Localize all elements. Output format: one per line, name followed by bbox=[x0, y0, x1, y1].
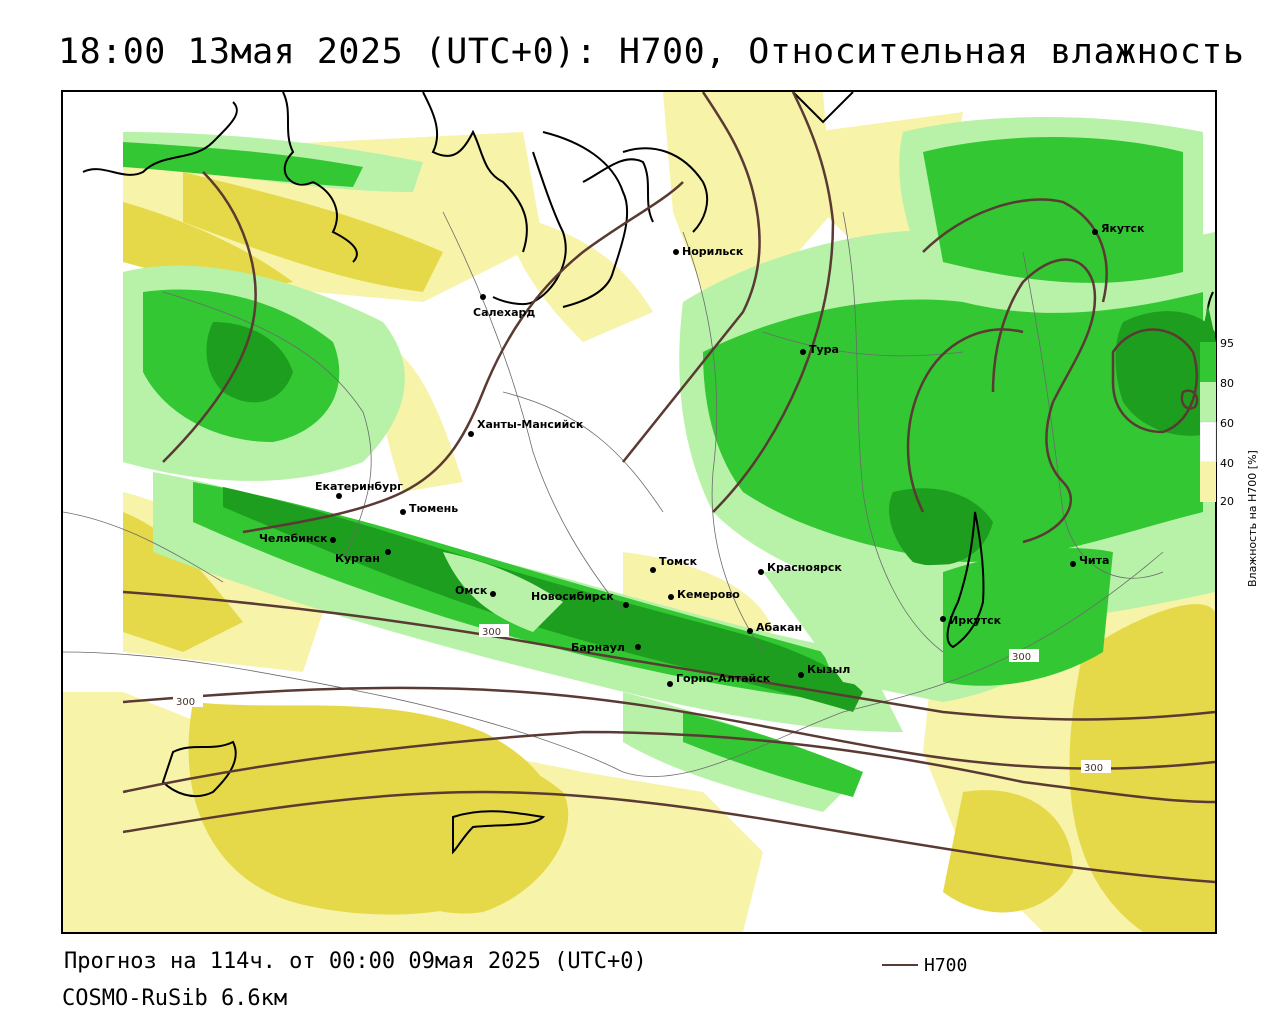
humidity-map-svg: 300 300 300 300 Норильск Якутск Салехард… bbox=[63, 92, 1215, 932]
map-title: 18:00 13мая 2025 (UTC+0): H700, Относите… bbox=[58, 32, 1245, 72]
city-chelyabinsk[interactable]: Челябинск bbox=[259, 532, 336, 545]
city-krasnoyarsk[interactable]: Красноярск bbox=[758, 561, 842, 575]
svg-text:Якутск: Якутск bbox=[1101, 222, 1145, 235]
city-kyzyl[interactable]: Кызыл bbox=[798, 663, 850, 678]
city-kemerovo[interactable]: Кемерово bbox=[668, 588, 740, 601]
city-abakan[interactable]: Абакан bbox=[747, 621, 802, 634]
svg-text:Екатеринбург: Екатеринбург bbox=[315, 480, 403, 493]
iso-label-1: 300 bbox=[176, 697, 195, 708]
legend-tick-80: 80 bbox=[1220, 377, 1234, 390]
contour-legend-label: H700 bbox=[924, 954, 968, 976]
city-chita[interactable]: Чита bbox=[1070, 554, 1109, 567]
svg-text:Иркутск: Иркутск bbox=[949, 614, 1002, 627]
svg-text:Салехард: Салехард bbox=[473, 306, 535, 319]
svg-text:Челябинск: Челябинск bbox=[259, 532, 328, 545]
city-novosibirsk[interactable]: Новосибирск bbox=[531, 590, 629, 608]
legend-tick-60: 60 bbox=[1220, 417, 1234, 430]
city-barnaul[interactable]: Барнаул bbox=[571, 641, 641, 654]
legend-swatch-40-60 bbox=[1199, 421, 1217, 463]
iso-label-4: 300 bbox=[1084, 763, 1103, 774]
iso-label-2: 300 bbox=[482, 627, 501, 638]
city-omsk[interactable]: Омск bbox=[455, 584, 496, 597]
iso-label-3: 300 bbox=[1012, 652, 1031, 663]
cities: Норильск Якутск Салехард Тура Ханты-Манс… bbox=[259, 222, 1145, 687]
humidity-legend: 95 80 60 40 20 Влажность на H700 [%] bbox=[1199, 305, 1280, 605]
contour-line-sample bbox=[882, 964, 918, 966]
city-tomsk[interactable]: Томск bbox=[650, 555, 698, 573]
city-norilsk[interactable]: Норильск bbox=[673, 245, 744, 258]
legend-swatch-60-80 bbox=[1200, 382, 1216, 422]
contour-legend: H700 bbox=[882, 953, 967, 977]
model-name: COSMO-RuSib 6.6км bbox=[62, 986, 288, 1011]
city-tyumen[interactable]: Тюмень bbox=[400, 502, 458, 515]
svg-text:Тура: Тура bbox=[809, 343, 839, 356]
legend-swatch-80-95 bbox=[1200, 342, 1216, 382]
city-khanty-mansiysk[interactable]: Ханты-Мансийск bbox=[468, 418, 584, 437]
city-gorno-altaysk[interactable]: Горно-Алтайск bbox=[667, 672, 771, 687]
admin-borders bbox=[63, 211, 1164, 777]
legend-tick-20: 20 bbox=[1220, 495, 1234, 508]
legend-title: Влажность на H700 [%] bbox=[1246, 450, 1259, 587]
svg-text:Тюмень: Тюмень bbox=[409, 502, 458, 515]
svg-text:Горно-Алтайск: Горно-Алтайск bbox=[676, 672, 771, 685]
city-yakutsk[interactable]: Якутск bbox=[1092, 222, 1145, 235]
city-tura[interactable]: Тура bbox=[800, 343, 839, 356]
svg-text:Норильск: Норильск bbox=[682, 245, 744, 258]
svg-text:Кемерово: Кемерово bbox=[677, 588, 740, 601]
humidity-legend-svg: 95 80 60 40 20 Влажность на H700 [%] bbox=[1199, 305, 1259, 587]
legend-tick-95: 95 bbox=[1220, 337, 1234, 350]
city-yekaterinburg[interactable]: Екатеринбург bbox=[315, 480, 403, 499]
city-irkutsk[interactable]: Иркутск bbox=[940, 614, 1002, 627]
isohypse-labels: 300 300 300 300 bbox=[173, 624, 1111, 774]
legend-arrow bbox=[1200, 305, 1216, 342]
dry-areas bbox=[63, 92, 1215, 932]
svg-text:Курган: Курган bbox=[335, 552, 380, 565]
humidity-map: 300 300 300 300 Норильск Якутск Салехард… bbox=[61, 90, 1217, 934]
svg-text:Омск: Омск bbox=[455, 584, 488, 597]
legend-swatch-20-40 bbox=[1200, 462, 1216, 502]
forecast-info: Прогноз на 114ч. от 00:00 09мая 2025 (UT… bbox=[64, 949, 647, 974]
svg-text:Абакан: Абакан bbox=[756, 621, 802, 634]
svg-text:Новосибирск: Новосибирск bbox=[531, 590, 614, 603]
svg-text:Красноярск: Красноярск bbox=[767, 561, 842, 574]
svg-text:Чита: Чита bbox=[1079, 554, 1109, 567]
city-kurgan[interactable]: Курган bbox=[335, 549, 391, 565]
svg-text:Кызыл: Кызыл bbox=[807, 663, 850, 676]
moist-areas bbox=[123, 117, 1215, 812]
h700-contours bbox=[122, 92, 1215, 884]
city-salekhard[interactable]: Салехард bbox=[473, 294, 535, 319]
legend-tick-40: 40 bbox=[1220, 457, 1234, 470]
svg-text:Барнаул: Барнаул bbox=[571, 641, 625, 654]
svg-text:Томск: Томск bbox=[659, 555, 698, 568]
svg-text:Ханты-Мансийск: Ханты-Мансийск bbox=[477, 418, 584, 431]
